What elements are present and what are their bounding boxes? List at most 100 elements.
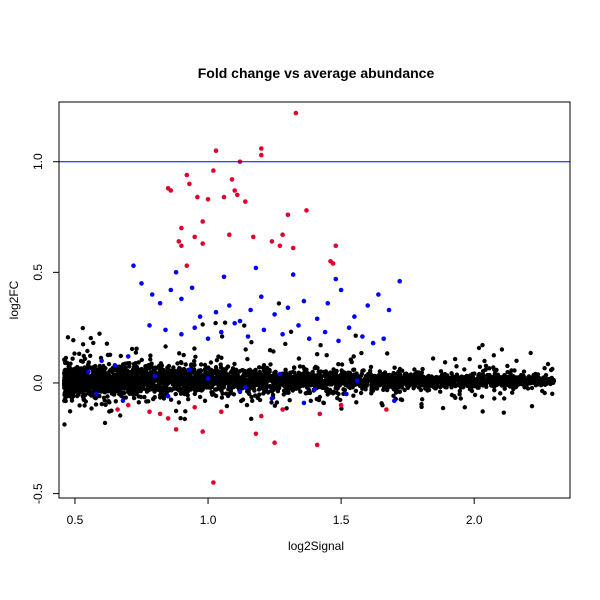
data-point <box>498 391 503 396</box>
data-point <box>351 367 356 372</box>
x-tick-label: 1.0 <box>200 513 217 527</box>
data-point <box>298 389 303 394</box>
red-point <box>187 181 192 187</box>
data-point <box>405 376 410 381</box>
blue-point <box>173 270 179 275</box>
data-point <box>66 389 72 394</box>
data-point <box>182 416 187 422</box>
data-point <box>218 362 223 367</box>
red-point <box>147 409 152 415</box>
data-point <box>480 369 486 374</box>
data-point <box>151 366 157 371</box>
data-point <box>94 387 99 392</box>
data-point <box>111 372 117 378</box>
red-point <box>184 263 190 269</box>
data-point <box>351 354 356 359</box>
data-point <box>103 402 108 407</box>
red-point <box>235 192 240 198</box>
data-point <box>66 366 72 371</box>
data-point <box>405 379 411 384</box>
data-point <box>72 351 77 356</box>
data-point <box>197 379 202 385</box>
red-point <box>200 219 205 224</box>
data-point <box>88 353 93 358</box>
data-point <box>131 361 137 367</box>
blue-point <box>245 334 251 339</box>
data-point <box>420 397 425 402</box>
data-point <box>200 322 205 327</box>
data-point <box>164 390 169 395</box>
data-point <box>315 352 320 357</box>
data-point <box>300 371 306 376</box>
data-point <box>220 391 225 396</box>
data-point <box>251 382 256 388</box>
data-point <box>163 369 168 375</box>
data-point <box>231 373 237 378</box>
blue-point <box>165 393 171 399</box>
red-point <box>165 416 171 421</box>
data-point <box>217 372 222 377</box>
data-point <box>67 409 73 414</box>
data-point <box>136 389 141 394</box>
data-point <box>219 334 225 339</box>
data-point <box>433 381 438 386</box>
red-point <box>277 243 283 249</box>
data-point <box>197 394 203 400</box>
red-point <box>290 245 296 251</box>
blue-point <box>306 336 312 342</box>
data-point <box>214 380 220 385</box>
data-point <box>63 398 68 404</box>
data-point <box>550 366 555 372</box>
red-point <box>285 212 291 218</box>
data-point <box>80 359 86 364</box>
red-point <box>338 402 344 408</box>
data-point <box>502 396 507 401</box>
data-point <box>296 370 302 375</box>
blue-point <box>168 287 174 293</box>
y-tick-label: -0.5 <box>31 483 45 504</box>
data-point <box>505 379 510 384</box>
data-point <box>268 362 273 367</box>
data-point <box>315 377 320 382</box>
data-point <box>334 377 340 383</box>
red-point <box>200 429 205 434</box>
data-point <box>65 378 71 384</box>
data-point <box>224 391 229 396</box>
y-tick-label: 0.0 <box>31 374 45 391</box>
data-point <box>193 387 198 392</box>
data-point <box>519 377 524 382</box>
data-point <box>338 397 343 403</box>
blue-point <box>237 389 243 395</box>
data-point <box>220 369 225 374</box>
data-point <box>103 366 108 371</box>
data-point <box>336 374 341 379</box>
data-point <box>224 379 229 385</box>
blue-point <box>314 316 320 322</box>
data-point <box>219 378 225 384</box>
data-point <box>85 362 91 367</box>
data-point <box>105 394 110 399</box>
blue-point <box>187 367 192 373</box>
data-point <box>102 420 108 426</box>
data-point <box>214 358 220 363</box>
data-point <box>77 403 82 408</box>
data-point <box>462 367 467 372</box>
blue-point <box>381 336 387 342</box>
data-point <box>71 338 76 343</box>
data-point <box>81 386 86 391</box>
data-point <box>454 372 460 377</box>
data-point <box>385 376 391 382</box>
data-point <box>109 376 115 381</box>
y-tick-label: 1.0 <box>31 153 45 170</box>
data-point <box>457 392 462 397</box>
data-point <box>97 389 102 394</box>
data-point <box>480 342 485 348</box>
data-point <box>190 375 195 380</box>
blue-point <box>344 391 349 397</box>
data-point <box>102 372 107 378</box>
data-point <box>269 400 274 405</box>
data-point <box>73 389 78 394</box>
data-point <box>292 365 297 370</box>
data-point <box>149 387 154 392</box>
data-point <box>471 380 476 385</box>
